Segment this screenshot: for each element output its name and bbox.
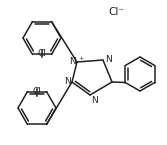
Text: Cl⁻: Cl⁻ [108,7,124,17]
Text: Cl: Cl [33,87,41,96]
Text: N: N [69,57,76,66]
Text: Cl: Cl [38,49,46,58]
Text: N: N [64,77,71,87]
Text: +: + [78,56,83,60]
Text: N: N [91,96,98,105]
Text: N: N [105,55,112,64]
